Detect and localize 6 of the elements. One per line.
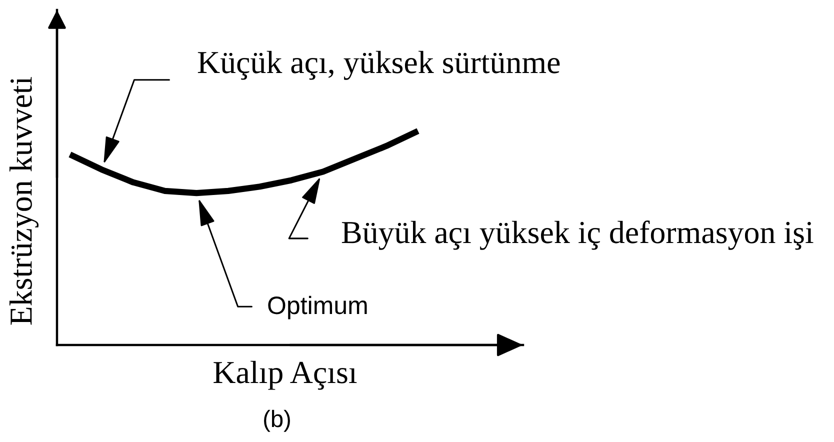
x-axis-title: Kalıp Açısı xyxy=(214,360,357,390)
text: (b) xyxy=(264,410,290,432)
text: Küçük açı, yüksek sürtünme xyxy=(198,50,560,80)
y-axis-title: Ekstrüzyon kuvveti xyxy=(9,76,39,325)
annotation: Büyük açı yüksek iç deformasyon işi xyxy=(342,220,814,250)
annotation: Optimum xyxy=(268,296,367,320)
